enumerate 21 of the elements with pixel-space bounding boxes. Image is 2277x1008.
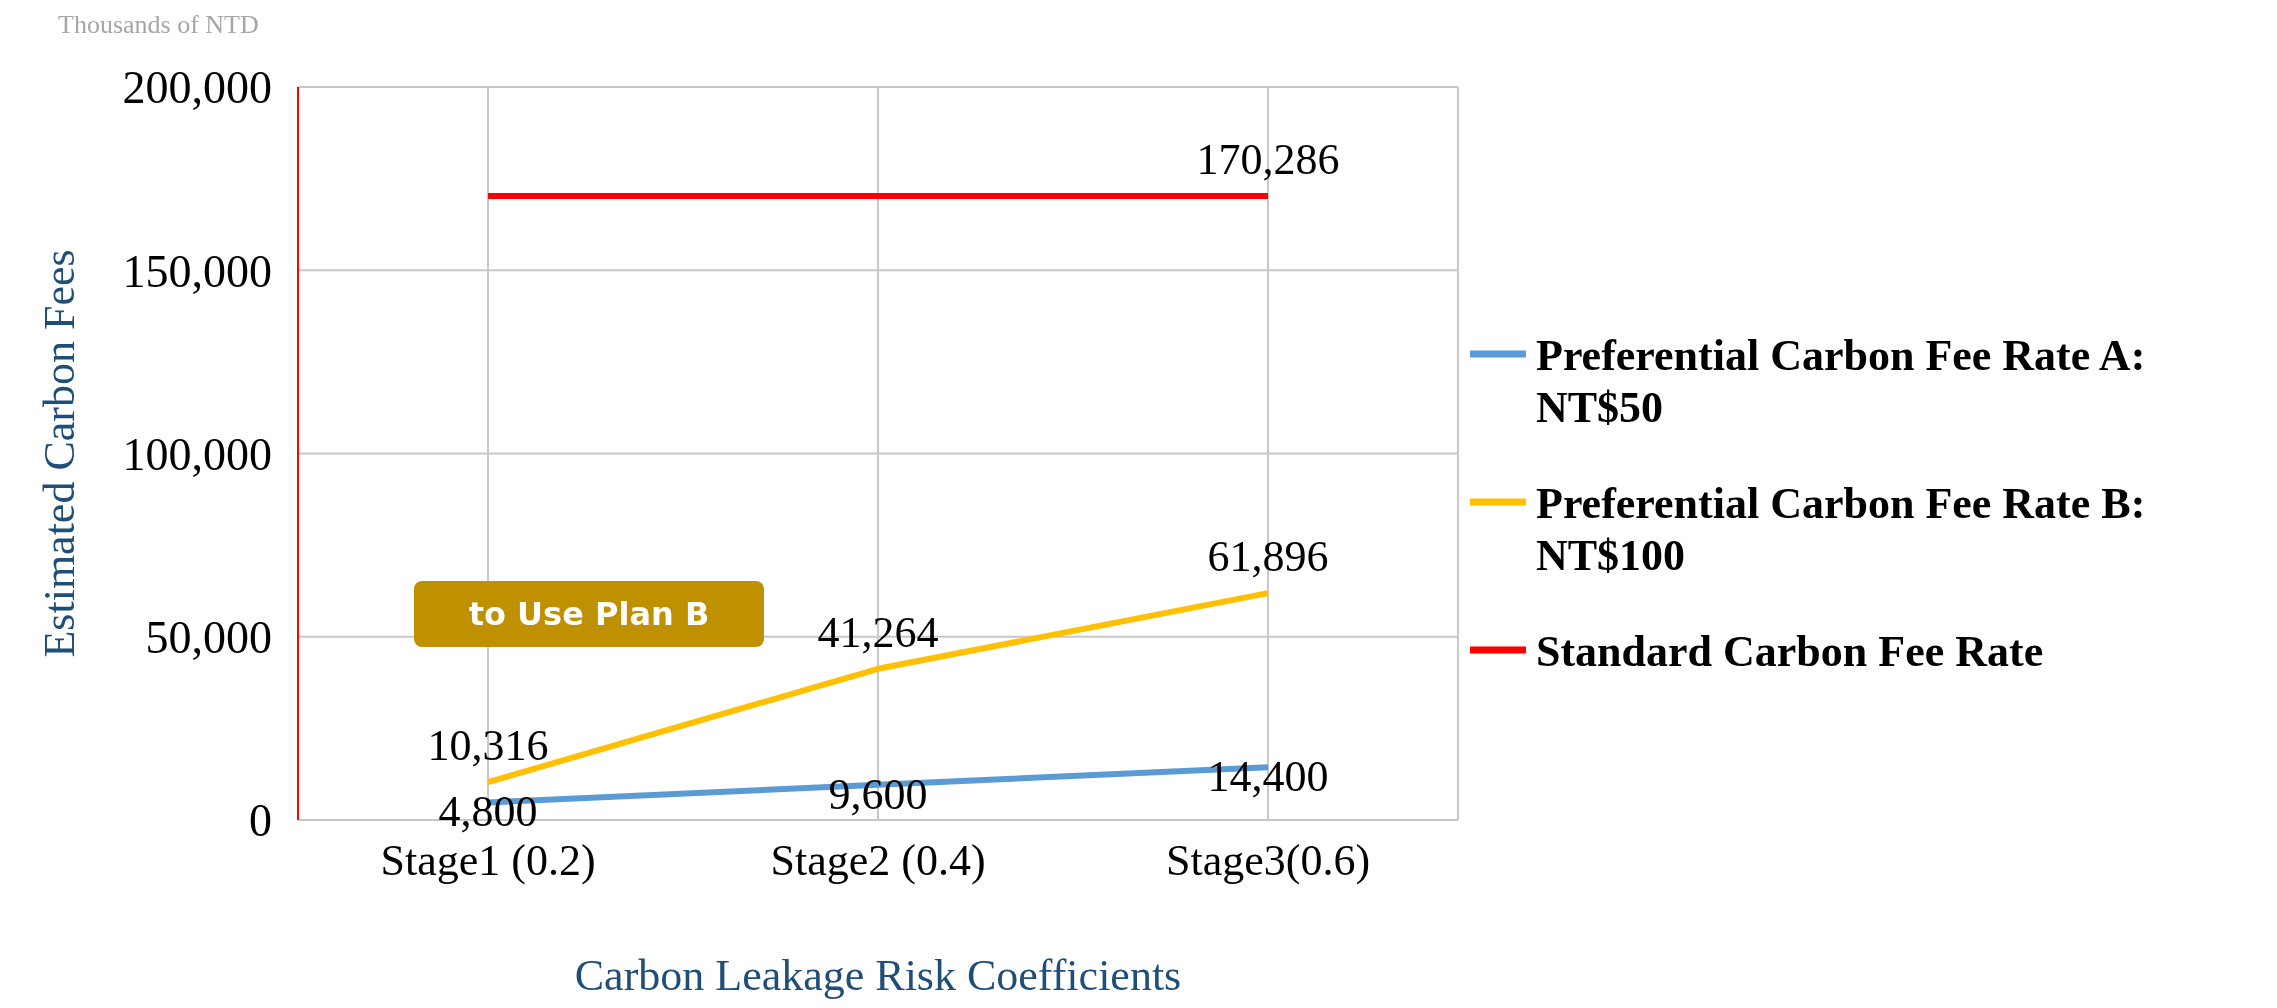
y-tick-label: 200,000 xyxy=(122,62,272,114)
x-tick-label: Stage2 (0.4) xyxy=(770,836,986,886)
legend-label: Preferential Carbon Fee Rate B: NT$100 xyxy=(1536,478,2147,582)
data-label: 14,400 xyxy=(1207,752,1329,802)
y-tick-label: 100,000 xyxy=(122,428,272,480)
legend-label: Standard Carbon Fee Rate xyxy=(1536,626,2044,678)
legend-label: Preferential Carbon Fee Rate A: NT$50 xyxy=(1536,330,2147,434)
data-label: 170,286 xyxy=(1196,134,1340,184)
y-axis-title: Estimated Carbon Fees xyxy=(34,249,84,658)
callout-box: to Use Plan B xyxy=(414,581,764,647)
y-tick-label: 150,000 xyxy=(122,245,272,297)
text: Thousands of NTD xyxy=(58,10,259,40)
x-tick-label: Stage3(0.6) xyxy=(1165,836,1371,886)
x-tick-label: Stage1 (0.2) xyxy=(380,836,596,886)
data-label: 4,800 xyxy=(438,787,538,837)
data-label: 61,896 xyxy=(1207,532,1329,582)
data-label: 10,316 xyxy=(427,721,549,771)
x-axis-title: Carbon Leakage Risk Coefficients xyxy=(574,951,1182,1000)
y-tick-label: 50,000 xyxy=(145,612,272,664)
y-tick-label: 0 xyxy=(249,795,272,847)
data-label: 41,264 xyxy=(817,607,939,657)
